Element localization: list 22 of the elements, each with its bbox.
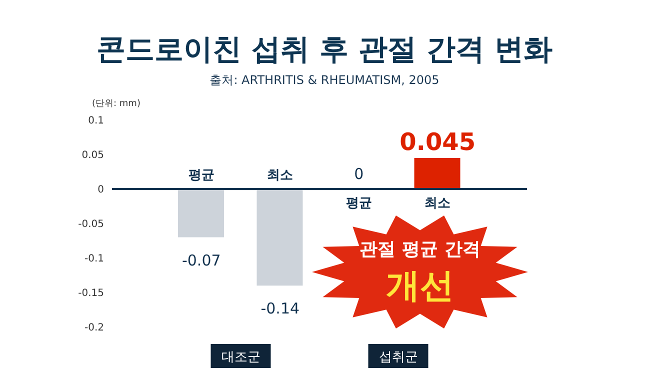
y-tick-label: 0.1 (88, 116, 104, 127)
y-tick-label: 0 (98, 184, 104, 196)
y-tick-label: 0.05 (82, 150, 104, 162)
chart-subtitle: 출처: ARTHRITIS & RHEUMATISM, 2005 (208, 72, 440, 89)
x-tick-label: 평균 (346, 196, 372, 211)
data-label: -0.07 (182, 251, 221, 270)
x-tick-label: 평균 (188, 168, 214, 183)
y-tick-label: -0.1 (84, 254, 104, 265)
annotation: 관절 평균 간격 (360, 239, 480, 260)
x-tick-label: 최소 (424, 196, 451, 211)
data-label: 0.045 (400, 128, 476, 156)
y-axis-title: (단위: mm) (92, 98, 140, 110)
text: 섭취군 (378, 350, 418, 365)
y-tick-label: -0.15 (78, 288, 104, 300)
annotation: 개선 (386, 266, 454, 306)
y-tick-label: -0.2 (84, 322, 104, 334)
y-tick-label: -0.05 (78, 219, 104, 230)
x-tick-label: 최소 (267, 168, 294, 183)
text: 대조군 (221, 350, 260, 365)
data-label: -0.14 (260, 300, 300, 318)
chart-title: 콘드로이친 섭취 후 관절 간격 변화 (95, 31, 554, 68)
data-label: 0 (354, 165, 364, 183)
